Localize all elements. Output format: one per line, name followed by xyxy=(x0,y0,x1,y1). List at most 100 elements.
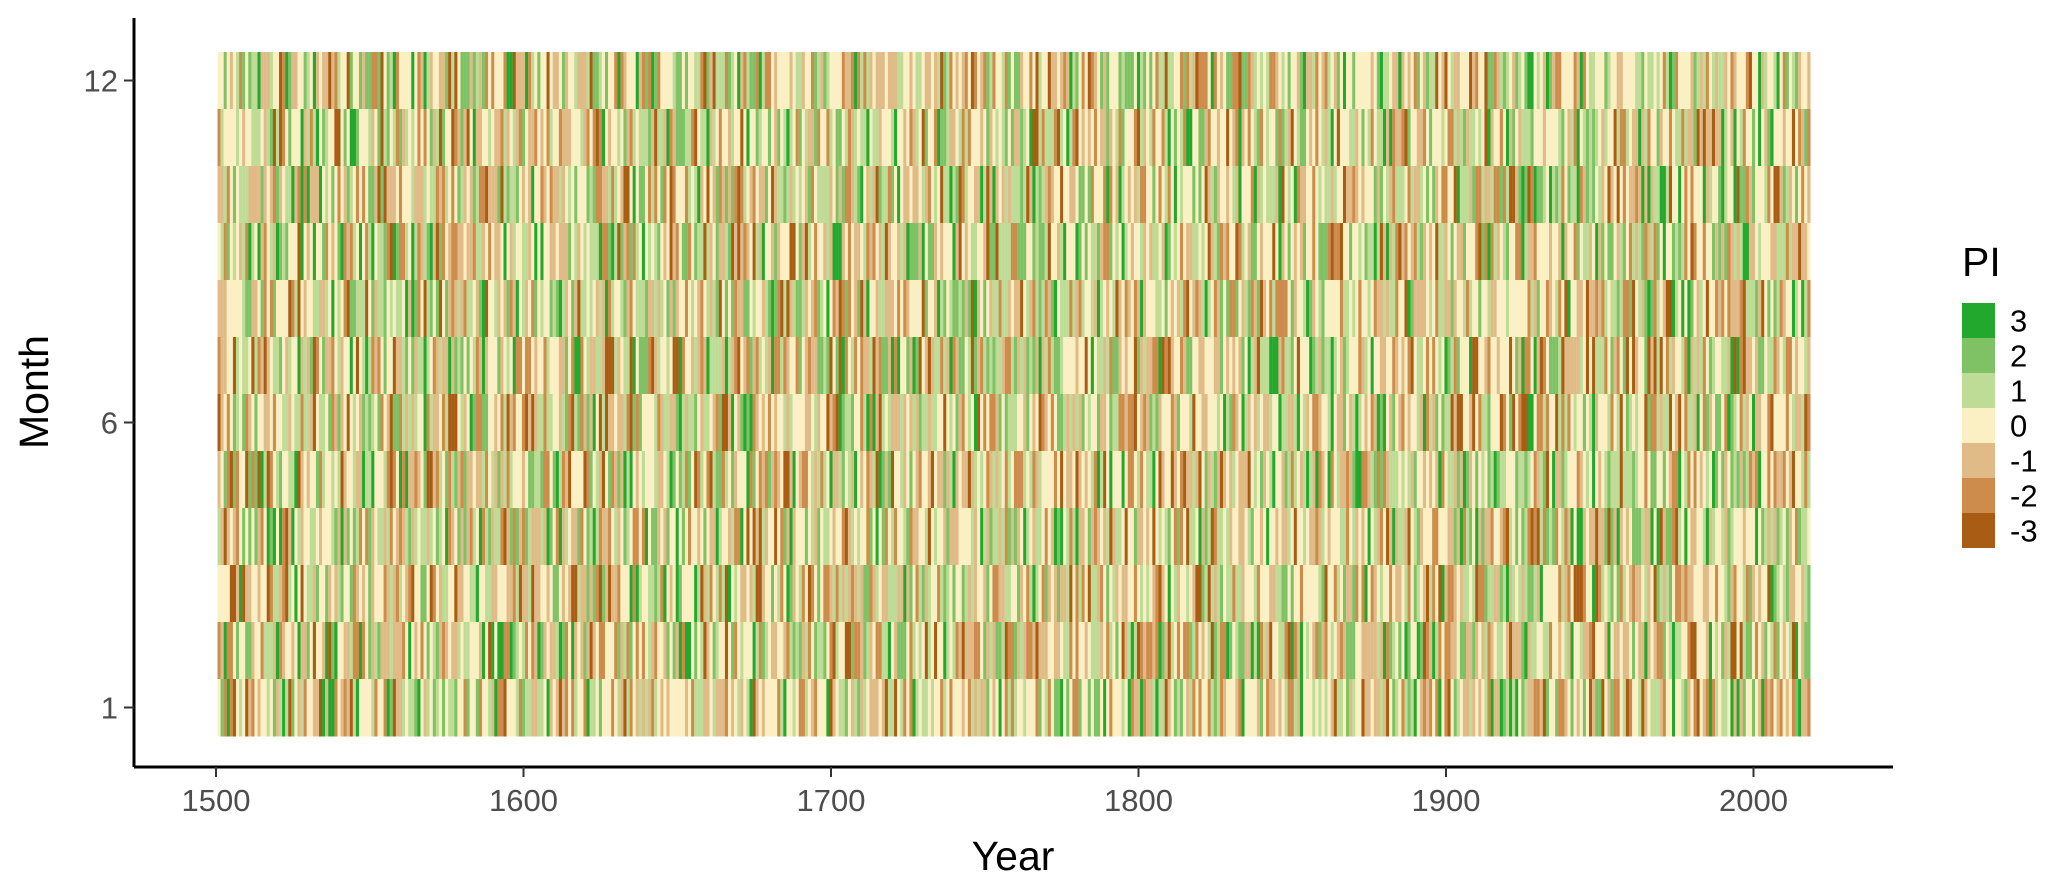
heatmap-cell xyxy=(1084,280,1088,338)
heatmap-cell xyxy=(961,280,965,338)
heatmap-cell xyxy=(334,508,338,566)
heatmap-cell xyxy=(1017,223,1021,281)
heatmap-cell xyxy=(500,508,504,566)
heatmap-cell xyxy=(1610,337,1614,395)
heatmap-cell xyxy=(860,109,864,167)
heatmap-cell xyxy=(1312,223,1316,281)
heatmap-cell xyxy=(383,109,387,167)
heatmap-cell xyxy=(448,394,452,452)
heatmap-cell xyxy=(1367,451,1371,509)
heatmap-cell xyxy=(995,223,999,281)
heatmap-cell xyxy=(857,565,861,623)
heatmap-cell xyxy=(789,109,793,167)
heatmap-cell xyxy=(700,337,704,395)
heatmap-cell xyxy=(598,223,603,281)
heatmap-cell xyxy=(279,508,283,566)
heatmap-cell xyxy=(1764,223,1768,281)
heatmap-cell xyxy=(1269,337,1273,395)
heatmap-cell xyxy=(648,52,652,110)
heatmap-cell xyxy=(478,223,483,281)
heatmap-cell xyxy=(269,223,274,281)
heatmap-cell xyxy=(709,166,713,224)
heatmap-cell xyxy=(1742,166,1746,224)
heatmap-cell xyxy=(1413,166,1417,224)
heatmap-cell xyxy=(1303,109,1307,167)
heatmap-cell xyxy=(1736,508,1740,566)
heatmap-cell xyxy=(1115,223,1119,281)
heatmap-cell xyxy=(540,337,544,395)
heatmap-cell xyxy=(1078,451,1082,509)
heatmap-cell xyxy=(743,451,747,509)
heatmap-cell xyxy=(1026,223,1030,281)
heatmap-cell xyxy=(1143,223,1147,281)
heatmap-cell xyxy=(552,280,556,338)
heatmap-cell xyxy=(478,166,483,224)
heatmap-cell xyxy=(703,451,707,509)
heatmap-cell xyxy=(515,394,520,452)
heatmap-cell xyxy=(900,223,904,281)
heatmap-cell xyxy=(1422,52,1427,110)
heatmap-cell xyxy=(1121,508,1125,566)
heatmap-cell xyxy=(1776,109,1780,167)
heatmap-cell xyxy=(571,508,575,566)
heatmap-cell xyxy=(1180,394,1184,452)
heatmap-cell xyxy=(395,166,400,224)
heatmap-cell xyxy=(1084,508,1088,566)
heatmap-cell xyxy=(1201,508,1205,566)
heatmap-cell xyxy=(780,394,784,452)
heatmap-cell xyxy=(1672,394,1676,452)
heatmap-cell xyxy=(331,337,335,395)
heatmap-cell xyxy=(1078,52,1082,110)
heatmap-cell xyxy=(1376,223,1381,281)
heatmap-cell xyxy=(491,508,495,566)
heatmap-cell xyxy=(998,52,1002,110)
heatmap-cell xyxy=(1530,280,1534,338)
heatmap-cell xyxy=(1429,52,1433,110)
heatmap-cell xyxy=(1505,52,1510,110)
heatmap-cell xyxy=(1801,337,1805,395)
heatmap-cell xyxy=(1736,280,1740,338)
heatmap-cell xyxy=(835,280,839,338)
heatmap-cell xyxy=(1699,166,1703,224)
heatmap-cell xyxy=(235,109,240,167)
heatmap-cell xyxy=(1493,280,1497,338)
heatmap-cell xyxy=(1607,508,1611,566)
heatmap-cell xyxy=(1152,223,1156,281)
heatmap-cell xyxy=(955,109,959,167)
heatmap-cell xyxy=(1549,109,1553,167)
heatmap-cell xyxy=(1293,52,1297,110)
heatmap-cell xyxy=(589,223,593,281)
heatmap-cell xyxy=(552,337,556,395)
heatmap-cell xyxy=(377,52,381,110)
heatmap-cell xyxy=(629,394,633,452)
heatmap-cell xyxy=(863,337,867,395)
heatmap-cell xyxy=(445,565,449,623)
heatmap-cell xyxy=(1745,337,1750,395)
heatmap-cell xyxy=(1173,166,1178,224)
heatmap-cell xyxy=(1690,337,1694,395)
heatmap-cell xyxy=(1499,508,1504,566)
heatmap-cell xyxy=(857,52,861,110)
heatmap-cell xyxy=(924,223,928,281)
heatmap-cell xyxy=(700,565,704,623)
heatmap-cell xyxy=(946,223,950,281)
heatmap-cell xyxy=(1229,52,1233,110)
heatmap-cell xyxy=(1570,280,1574,338)
heatmap-cell xyxy=(801,52,805,110)
heatmap-cell xyxy=(1389,223,1393,281)
heatmap-cell xyxy=(1441,52,1445,110)
heatmap-cell xyxy=(1026,508,1030,566)
heatmap-cell xyxy=(1549,337,1553,395)
heatmap-cell xyxy=(887,394,892,452)
heatmap-cell xyxy=(1370,52,1374,110)
heatmap-cell xyxy=(1512,166,1516,224)
heatmap-cell xyxy=(1063,109,1067,167)
heatmap-cell xyxy=(294,508,298,566)
heatmap-cell xyxy=(1339,223,1344,281)
heatmap-cell xyxy=(1453,337,1457,395)
heatmap-cell xyxy=(872,394,876,452)
heatmap-cell xyxy=(1724,337,1728,395)
heatmap-cell xyxy=(1170,451,1174,509)
heatmap-cell xyxy=(998,451,1002,509)
heatmap-cell xyxy=(1665,166,1670,224)
